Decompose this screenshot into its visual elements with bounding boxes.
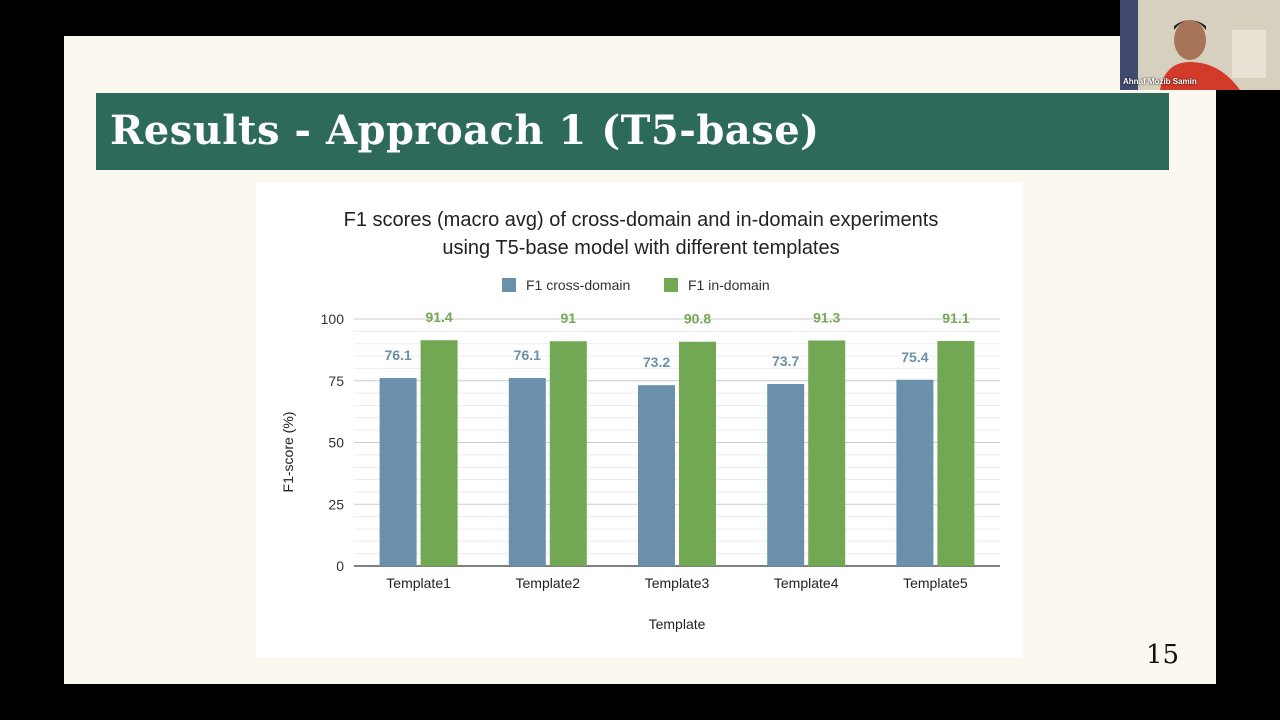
chart-card: F1 scores (macro avg) of cross-domain an…: [256, 182, 1023, 658]
bar-in-domain: [549, 341, 587, 566]
chart-title-line2: using T5-base model with different templ…: [442, 237, 839, 259]
x-tick-label: Template2: [516, 575, 581, 591]
y-axis-ticks: 0 25 50 75 100: [321, 311, 345, 574]
data-label-cross-domain: 75.4: [901, 349, 928, 365]
slide-title: Results - Approach 1 (T5-base): [110, 107, 820, 154]
gridlines: [354, 318, 1000, 567]
y-tick-label: 25: [328, 496, 344, 512]
webcam-thumbnail[interactable]: Ahnaf Mozib Samin: [1120, 0, 1280, 90]
bar-cross-domain: [508, 378, 546, 566]
x-tick-label: Template4: [774, 575, 839, 591]
data-label-cross-domain: 73.7: [772, 353, 799, 369]
bar-in-domain: [937, 340, 975, 566]
participant-name: Ahnaf Mozib Samin: [1123, 77, 1197, 86]
y-tick-label: 50: [328, 435, 344, 451]
bar-in-domain: [679, 341, 716, 566]
bar-cross-domain: [896, 379, 934, 566]
y-axis-label: F1-score (%): [280, 412, 296, 493]
webcam-video: [1120, 0, 1280, 90]
data-label-in-domain: 91.4: [425, 309, 452, 325]
bar-chart: F1 scores (macro avg) of cross-domain an…: [280, 209, 1000, 632]
y-tick-label: 0: [336, 558, 344, 574]
y-tick-label: 75: [328, 373, 344, 389]
data-label-cross-domain: 76.1: [384, 347, 411, 363]
legend-label-in-domain: F1 in-domain: [688, 277, 770, 293]
data-label-in-domain: 90.8: [684, 311, 711, 327]
legend-swatch-cross-domain: [502, 278, 516, 292]
x-axis-label: Template: [649, 616, 706, 632]
x-axis-ticks: Template1 Template2 Template3 Template4 Temp…: [386, 575, 968, 591]
bars: 76.1 91.4 76.1 91 73.2 90.8 73.7 91.3 75.4 91.1: [379, 309, 975, 566]
x-tick-label: Template1: [386, 575, 451, 591]
title-bar: Results - Approach 1 (T5-base): [96, 93, 1169, 170]
legend-label-cross-domain: F1 cross-domain: [526, 277, 630, 293]
data-label-cross-domain: 76.1: [514, 347, 541, 363]
data-label-in-domain: 91: [561, 310, 577, 326]
x-tick-label: Template3: [645, 575, 710, 591]
chart-title-line1: F1 scores (macro avg) of cross-domain an…: [344, 209, 939, 231]
x-tick-label: Template5: [903, 575, 968, 591]
legend: F1 cross-domain F1 in-domain: [502, 277, 770, 293]
data-label-in-domain: 91.3: [813, 309, 840, 325]
page-number: 15: [1146, 640, 1180, 670]
bar-in-domain: [808, 340, 846, 566]
data-label-in-domain: 91.1: [942, 310, 969, 326]
legend-swatch-in-domain: [664, 278, 678, 292]
bar-cross-domain: [638, 385, 675, 566]
y-tick-label: 100: [321, 311, 345, 327]
bar-cross-domain: [767, 383, 805, 566]
bar-cross-domain: [379, 378, 417, 566]
data-label-cross-domain: 73.2: [643, 354, 670, 370]
bar-in-domain: [420, 340, 458, 566]
